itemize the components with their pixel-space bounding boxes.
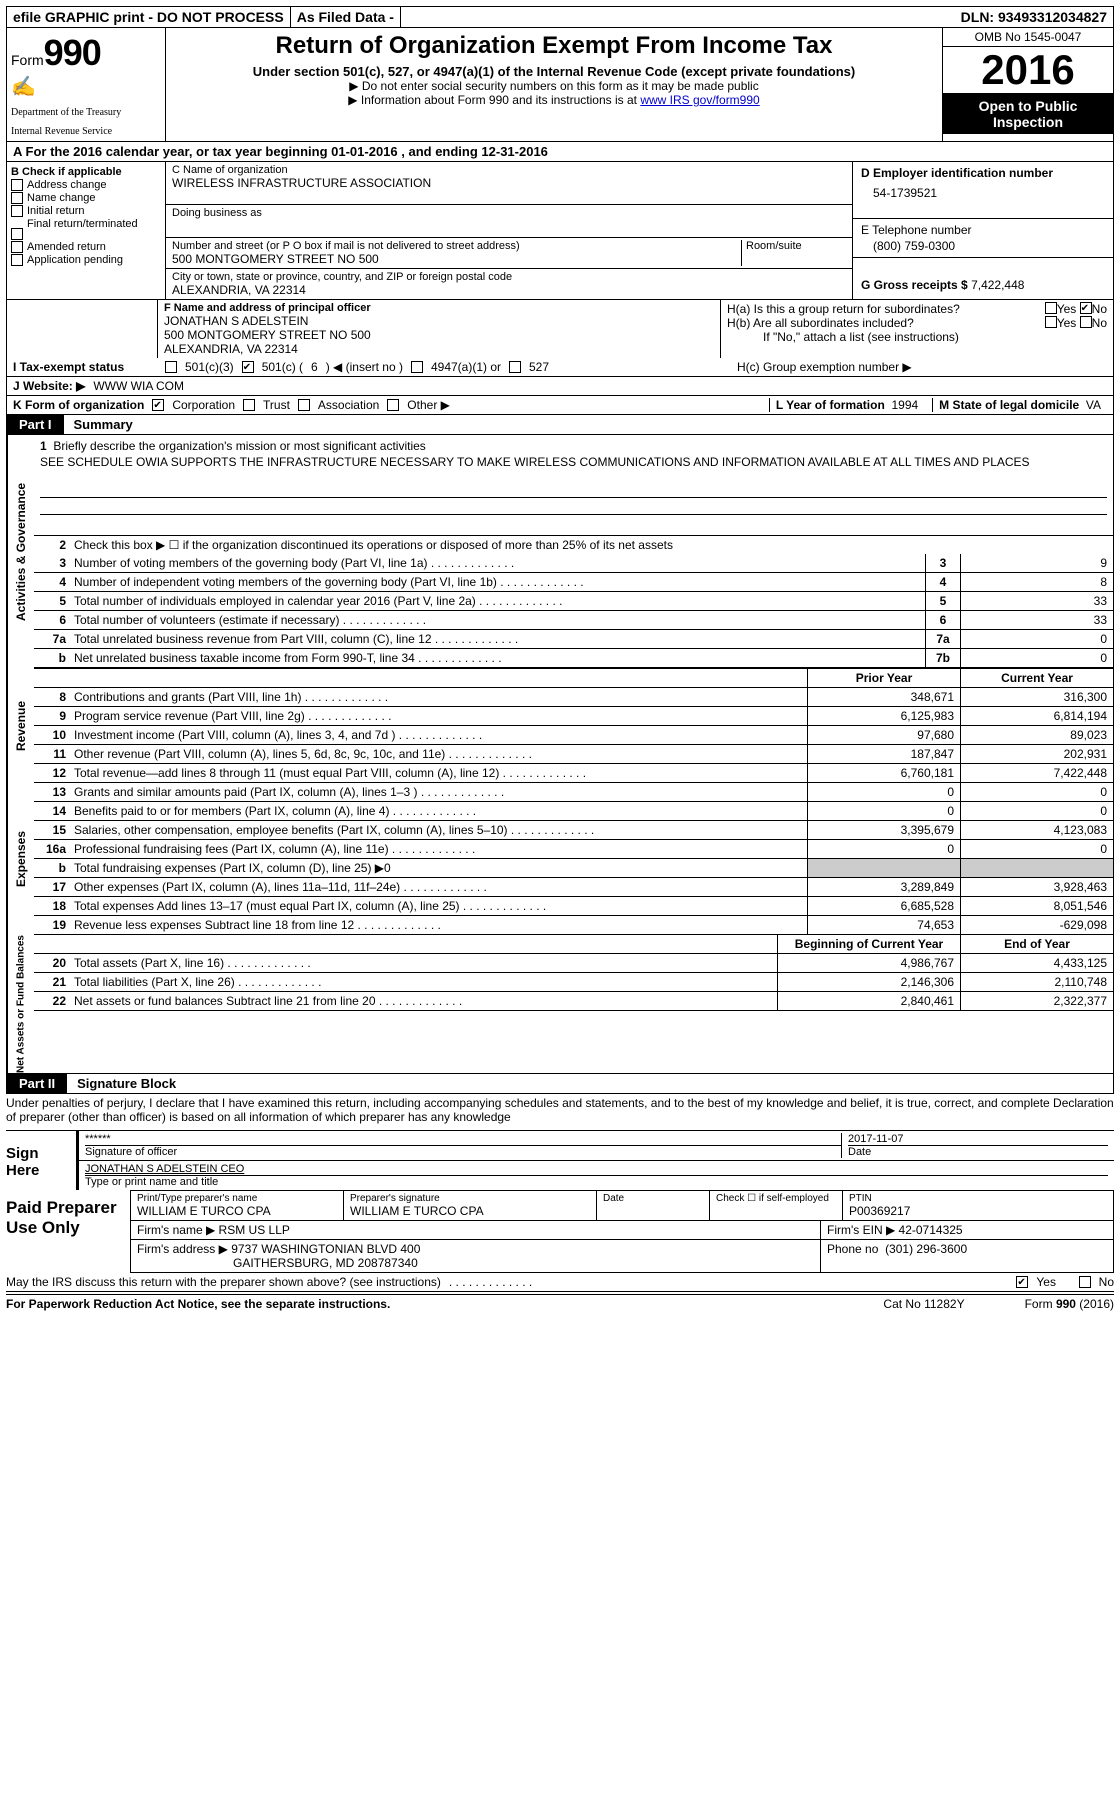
form-header: Form990 ✍ Department of the Treasury Int…	[6, 28, 1114, 142]
gross-receipts: 7,422,448	[971, 278, 1024, 292]
paid-preparer-block: Paid Preparer Use Only Print/Type prepar…	[6, 1190, 1114, 1273]
col-b-checkboxes: B Check if applicable Address change Nam…	[7, 162, 166, 299]
chk-final-return[interactable]: Final return/terminated	[11, 218, 161, 240]
part1-governance: Activities & Governance 1 Briefly descri…	[6, 435, 1114, 668]
row-j-website: J Website: ▶ WWW WIA COM	[6, 377, 1114, 396]
ha-yes[interactable]	[1045, 302, 1057, 314]
chk-corp[interactable]	[152, 399, 164, 411]
ein: 54-1739521	[861, 180, 1105, 200]
form-id-block: Form990 ✍ Department of the Treasury Int…	[7, 28, 166, 141]
part1-revenue: Revenue Prior Year Current Year 8Contrib…	[6, 668, 1114, 783]
ha-no[interactable]	[1080, 302, 1092, 314]
row-i-tax-status: I Tax-exempt status 501(c)(3) 501(c) (6)…	[6, 358, 1114, 377]
q1-mission: 1 Briefly describe the organization's mi…	[34, 435, 1113, 536]
form-title-block: Return of Organization Exempt From Incom…	[166, 28, 942, 141]
org-name: WIRELESS INFRASTRUCTURE ASSOCIATION	[172, 176, 846, 190]
org-info-block: B Check if applicable Address change Nam…	[6, 162, 1114, 299]
discuss-yes[interactable]	[1016, 1276, 1028, 1288]
perjury-declaration: Under penalties of perjury, I declare th…	[6, 1094, 1114, 1131]
as-filed: As Filed Data -	[291, 7, 401, 27]
phone: (800) 759-0300	[861, 237, 1105, 253]
hb-no[interactable]	[1080, 316, 1092, 328]
chk-527[interactable]	[509, 361, 521, 373]
chk-amended[interactable]: Amended return	[11, 241, 161, 253]
part1-header: Part I Summary	[6, 415, 1114, 435]
row-k-form-org: K Form of organization Corporation Trust…	[6, 396, 1114, 415]
sign-here-block: Sign Here ****** Signature of officer 20…	[6, 1131, 1114, 1190]
officer-name: JONATHAN S ADELSTEIN	[164, 314, 714, 328]
col-d-ids: D Employer identification number 54-1739…	[852, 162, 1113, 299]
chk-trust[interactable]	[243, 399, 255, 411]
chk-4947[interactable]	[411, 361, 423, 373]
chk-initial-return[interactable]: Initial return	[11, 205, 161, 217]
top-bar: efile GRAPHIC print - DO NOT PROCESS As …	[6, 6, 1114, 28]
discuss-row: May the IRS discuss this return with the…	[6, 1273, 1114, 1292]
part1-net-assets: Net Assets or Fund Balances Beginning of…	[6, 935, 1114, 1074]
page-footer: For Paperwork Reduction Act Notice, see …	[6, 1294, 1114, 1311]
dln: DLN: 93493312034827	[955, 7, 1113, 27]
efile-notice: efile GRAPHIC print - DO NOT PROCESS	[7, 7, 291, 27]
officer-group-block: F Name and address of principal officer …	[6, 299, 1114, 358]
chk-501c[interactable]	[242, 361, 254, 373]
discuss-no[interactable]	[1079, 1276, 1091, 1288]
row-a-period: A For the 2016 calendar year, or tax yea…	[6, 142, 1114, 162]
col-c-org: C Name of organization WIRELESS INFRASTR…	[166, 162, 852, 299]
chk-501c3[interactable]	[165, 361, 177, 373]
org-street: 500 MONTGOMERY STREET NO 500	[172, 252, 741, 266]
chk-pending[interactable]: Application pending	[11, 254, 161, 266]
part2-header: Part II Signature Block	[6, 1074, 1114, 1094]
website: WWW WIA COM	[93, 379, 184, 393]
chk-address-change[interactable]: Address change	[11, 179, 161, 191]
part1-expenses: Expenses 13Grants and similar amounts pa…	[6, 783, 1114, 935]
chk-other[interactable]	[387, 399, 399, 411]
irs-link[interactable]: www IRS gov/form990	[640, 93, 759, 107]
hb-yes[interactable]	[1045, 316, 1057, 328]
org-city: ALEXANDRIA, VA 22314	[172, 283, 846, 297]
year-block: OMB No 1545-0047 2016 Open to PublicInsp…	[942, 28, 1113, 141]
chk-assoc[interactable]	[298, 399, 310, 411]
chk-name-change[interactable]: Name change	[11, 192, 161, 204]
